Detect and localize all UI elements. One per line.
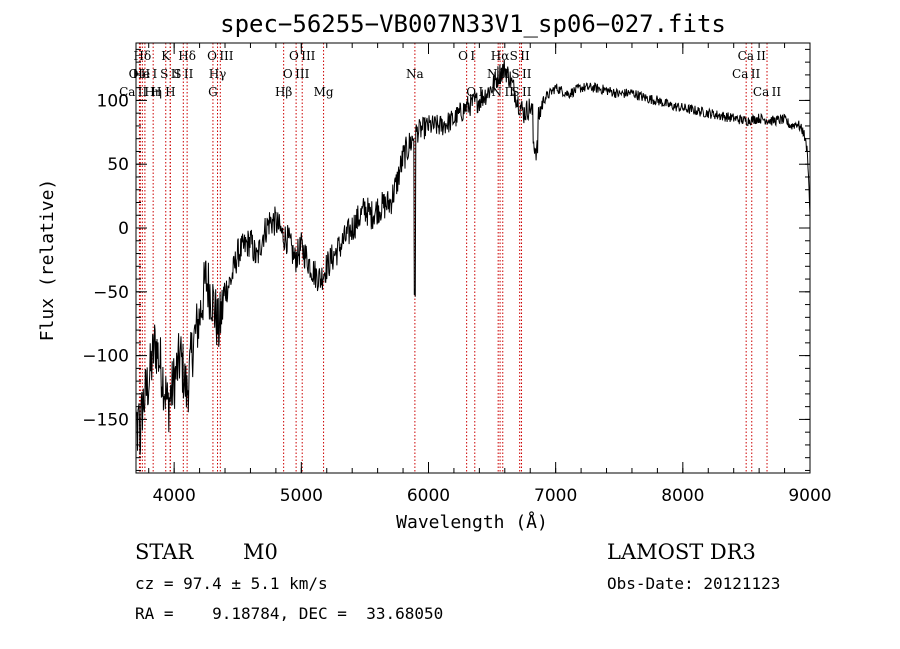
x-tick-label: 6000 xyxy=(407,486,450,506)
line-label-14: O III xyxy=(289,49,316,63)
y-tick-label: 0 xyxy=(118,219,129,239)
line-label-16: Mg xyxy=(314,85,334,99)
line-label-28: Ca II xyxy=(753,85,781,99)
coordinates: RA = 9.18784, DEC = 33.68050 xyxy=(135,604,444,623)
line-label-18: O I xyxy=(458,49,475,63)
line-label-7: H xyxy=(165,85,175,99)
spectrum-line xyxy=(135,59,811,455)
x-tick-label: 5000 xyxy=(280,486,323,506)
line-label-10: O III xyxy=(207,49,234,63)
spectrum-series xyxy=(135,59,811,455)
line-label-13: Hβ xyxy=(275,85,292,99)
x-tick-label: 7000 xyxy=(534,486,577,506)
line-label-1: Ca II H xyxy=(119,85,162,99)
line-label-2: Hδ xyxy=(134,49,152,63)
line-label-15: O III xyxy=(283,67,310,81)
line-label-0: O II xyxy=(129,67,151,81)
x-tick-label: 4000 xyxy=(153,486,196,506)
object-subclass: M0 xyxy=(243,540,278,564)
line-label-5: K xyxy=(161,49,171,63)
object-class: STAR xyxy=(135,540,194,564)
redshift-text: cz = 97.4 ± 5.1 km/s xyxy=(135,574,328,593)
line-label-12: G xyxy=(208,85,218,99)
y-tick-label: −100 xyxy=(82,347,129,367)
y-tick-label: 100 xyxy=(97,91,129,111)
line-label-3: He I xyxy=(133,67,158,81)
plot-axes xyxy=(135,42,811,474)
y-tick-label: 50 xyxy=(107,155,129,175)
line-label-27: Ca II xyxy=(738,49,766,63)
spectral-line-markers xyxy=(138,43,768,473)
x-tick-labels: 4000 5000 6000 7000 8000 9000 xyxy=(153,486,832,506)
line-label-8: Hδ xyxy=(178,49,196,63)
chart-title: spec−56255−VB007N33V1_sp06−027.fits xyxy=(220,10,726,38)
x-tick-label: 8000 xyxy=(661,486,704,506)
survey-name: LAMOST DR3 xyxy=(607,540,756,564)
line-label-23: S II xyxy=(510,49,530,63)
line-label-20: Hα xyxy=(491,49,510,63)
y-tick-labels: −150 −100 −50 0 50 100 xyxy=(82,91,129,430)
line-label-4: Hη xyxy=(144,85,162,99)
line-label-17: Na xyxy=(406,67,424,81)
x-axis-label: Wavelength (Å) xyxy=(396,511,548,533)
y-tick-label: −150 xyxy=(82,410,129,430)
y-axis-label: Flux (relative) xyxy=(37,179,58,342)
x-tick-label: 9000 xyxy=(788,486,831,506)
line-label-9: S II xyxy=(173,67,193,81)
line-label-24: S II xyxy=(511,67,531,81)
line-label-26: Ca II xyxy=(732,67,760,81)
obs-date: Obs-Date: 20121123 xyxy=(607,574,781,593)
line-label-6: S II xyxy=(160,67,180,81)
line-label-25: S II xyxy=(511,85,531,99)
y-tick-label: −50 xyxy=(93,283,129,303)
plot-frame xyxy=(135,42,811,474)
line-label-11: Hγ xyxy=(209,67,227,81)
line-label-21: N II xyxy=(492,85,515,99)
